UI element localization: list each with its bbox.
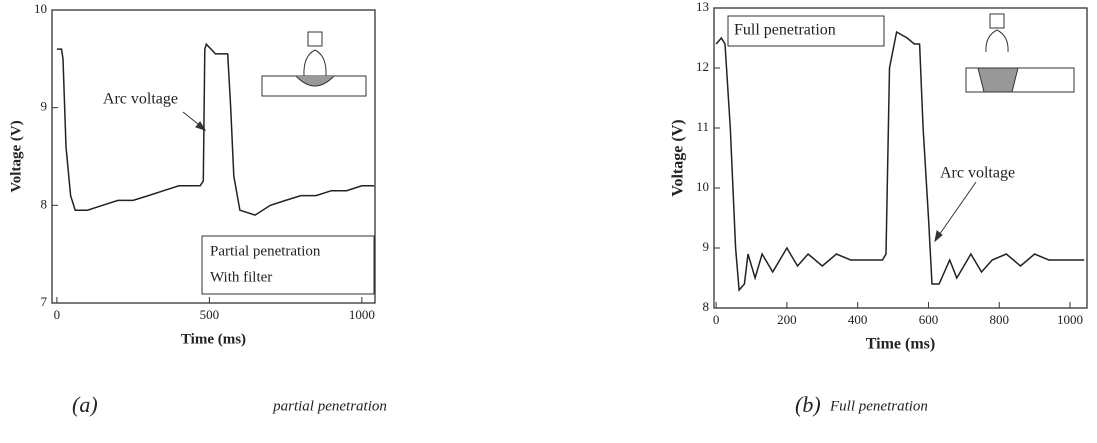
inset-b [965, 13, 1075, 93]
x-tick-label: 400 [848, 312, 868, 327]
caption: (a) [72, 392, 98, 417]
y-tick-label: 9 [703, 239, 710, 254]
y-tick-label: 7 [41, 294, 48, 309]
y-axis-label: Voltage (V) [8, 120, 24, 192]
voltage-line [56, 42, 375, 216]
y-tick-label: 11 [696, 119, 709, 134]
annotation: Full penetration [734, 22, 836, 39]
y-axis-label: Voltage (V) [670, 119, 687, 196]
y-tick-label: 12 [696, 59, 709, 74]
legend-box [201, 235, 375, 295]
x-tick-label: 0 [713, 312, 720, 327]
x-tick-label: 200 [777, 312, 797, 327]
y-tick-label: 10 [696, 179, 709, 194]
x-axis-label: Time (ms) [181, 331, 246, 347]
x-tick-label: 1000 [349, 307, 375, 322]
x-axis-label: Time (ms) [866, 336, 935, 353]
x-tick-label: 500 [200, 307, 220, 322]
plot-frame [51, 9, 376, 304]
legend-text: With filter [210, 269, 272, 285]
caption: (b) [795, 392, 821, 417]
legend-text: Partial penetration [210, 243, 321, 259]
y-tick-label: 13 [696, 0, 709, 14]
y-tick-label: 10 [34, 1, 47, 16]
plot-frame [713, 7, 1088, 309]
x-tick-label: 800 [989, 312, 1009, 327]
caption: Full penetration [829, 398, 928, 414]
y-tick-label: 8 [41, 196, 48, 211]
annotation: Arc voltage [940, 165, 1015, 182]
y-tick-label: 8 [703, 299, 710, 314]
voltage-line [715, 30, 1085, 292]
x-tick-label: 1000 [1057, 312, 1083, 327]
caption: partial penetration [272, 398, 387, 414]
arrows [182, 111, 977, 243]
annotation: Arc voltage [103, 91, 178, 108]
y-tick-label: 9 [41, 99, 48, 114]
x-tick-label: 0 [54, 307, 61, 322]
x-tick-label: 600 [919, 312, 939, 327]
inset-a [261, 31, 367, 97]
annotation-box [727, 15, 885, 47]
